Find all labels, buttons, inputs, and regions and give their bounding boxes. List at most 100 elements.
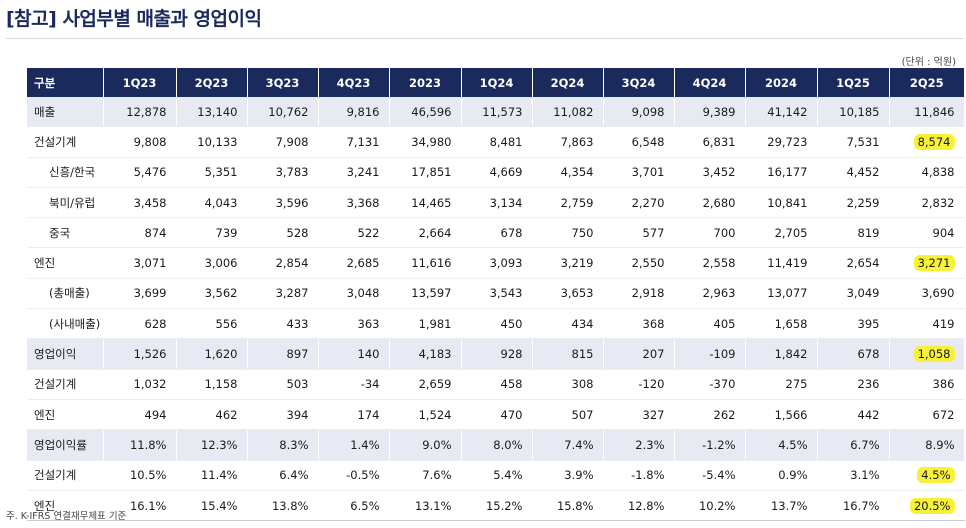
table-cell: 7.6% [389, 460, 462, 491]
table-cell: 3,049 [817, 278, 890, 310]
table-cell: -34 [318, 369, 390, 400]
footnote: 주. K-IFRS 연결재무제표 기준 [6, 511, 127, 522]
table-cell: 16,177 [745, 157, 818, 188]
column-header: 1Q24 [461, 68, 533, 97]
table-cell: 11,573 [461, 97, 533, 128]
table-cell: 12.3% [176, 429, 248, 461]
column-header: 2024 [745, 68, 818, 97]
table-cell: 897 [247, 338, 319, 370]
table-row: 엔진 16.1% 15.4% 13.8% 6.5% 13.1% 15.2% 15.8% 12.8… [27, 490, 965, 522]
column-header: 4Q24 [674, 68, 746, 97]
table-cell: 4.5% [889, 460, 965, 491]
table-row: 엔진 3,071 3,006 2,854 2,685 11,616 3,093 3,219 2,… [27, 247, 965, 279]
table-cell: 1,981 [389, 308, 462, 340]
table-cell: 577 [603, 217, 675, 249]
table-cell: 140 [318, 338, 390, 370]
table-cell: 3,596 [247, 187, 319, 219]
column-header: 1Q25 [817, 68, 890, 97]
table-cell: 1,058 [889, 338, 965, 370]
table-cell: 13.7% [745, 490, 818, 522]
table-cell: 3,241 [318, 157, 390, 188]
table-cell: 6,548 [603, 126, 675, 158]
table-cell: 4,354 [532, 157, 604, 188]
financial-table: 구분 1Q23 2Q23 3Q23 4Q23 2023 1Q24 2Q24 3Q24 4Q24 20… [27, 68, 965, 522]
table-cell: 1,524 [389, 399, 462, 431]
table-cell: 2,259 [817, 187, 890, 219]
table-cell: 628 [103, 308, 177, 340]
table-cell: 5,476 [103, 157, 177, 188]
table-cell: 10.5% [103, 460, 177, 491]
table-cell: 4,183 [389, 338, 462, 370]
table-cell: -120 [603, 369, 675, 400]
table-cell: 363 [318, 308, 390, 340]
table-cell: 20.5% [889, 490, 965, 522]
table-cell: 6.5% [318, 490, 390, 522]
table-cell: 6.7% [817, 429, 890, 461]
highlighted-value: 1,058 [913, 346, 955, 363]
table-cell: 2,654 [817, 247, 890, 279]
table-cell: 4,043 [176, 187, 248, 219]
table-cell: 2.3% [603, 429, 675, 461]
table-cell: 12.8% [603, 490, 675, 522]
table-cell: 528 [247, 217, 319, 249]
table-cell: -109 [674, 338, 746, 370]
table-cell: 678 [461, 217, 533, 249]
table-cell: 2,270 [603, 187, 675, 219]
table-cell: 1,526 [103, 338, 177, 370]
table-cell: 8,574 [889, 126, 965, 158]
table-cell: -1.8% [603, 460, 675, 491]
row-label: 신흥/한국 [27, 157, 104, 188]
table-cell: 11,846 [889, 97, 965, 128]
column-header: 3Q23 [247, 68, 319, 97]
table-row: 북미/유럽 3,458 4,043 3,596 3,368 14,465 3,134 2,75… [27, 187, 965, 219]
row-label: 건설기계 [27, 369, 104, 400]
table-cell: 327 [603, 399, 675, 431]
table-cell: 3,134 [461, 187, 533, 219]
table-cell: 4.5% [745, 429, 818, 461]
table-cell: 13,597 [389, 278, 462, 310]
table-cell: 9,389 [674, 97, 746, 128]
row-label: 매출 [27, 97, 104, 128]
table-cell: 308 [532, 369, 604, 400]
table-row: (총매출) 3,699 3,562 3,287 3,048 13,597 3,543 3,65… [27, 278, 965, 310]
table-cell: 3,701 [603, 157, 675, 188]
row-label: (사내매출) [27, 308, 104, 340]
unit-label: (단위 : 억원) [901, 57, 956, 68]
table-cell: 2,759 [532, 187, 604, 219]
table-cell: 8,481 [461, 126, 533, 158]
row-label: 엔진 [27, 399, 104, 431]
table-cell: 9.0% [389, 429, 462, 461]
table-cell: 522 [318, 217, 390, 249]
table-row: 엔진 494 462 394 174 1,524 470 507 327 262 1,566 442 6… [27, 399, 965, 431]
table-cell: 3,699 [103, 278, 177, 310]
table-cell: 3,287 [247, 278, 319, 310]
table-cell: 236 [817, 369, 890, 400]
column-header: 4Q23 [318, 68, 390, 97]
table-cell: 739 [176, 217, 248, 249]
table-cell: 10,133 [176, 126, 248, 158]
table-cell: 16.7% [817, 490, 890, 522]
table-cell: 405 [674, 308, 746, 340]
table-cell: 34,980 [389, 126, 462, 158]
table-cell: 15.2% [461, 490, 533, 522]
table-cell: 2,664 [389, 217, 462, 249]
table-cell: 11.8% [103, 429, 177, 461]
column-header: 3Q24 [603, 68, 675, 97]
table-cell: 3,271 [889, 247, 965, 279]
table-cell: -5.4% [674, 460, 746, 491]
table-cell: 2,918 [603, 278, 675, 310]
table-cell: 15.4% [176, 490, 248, 522]
table-cell: 7,131 [318, 126, 390, 158]
table-cell: 458 [461, 369, 533, 400]
table-cell: 368 [603, 308, 675, 340]
table-cell: 10,185 [817, 97, 890, 128]
table-cell: 386 [889, 369, 965, 400]
table-cell: 46,596 [389, 97, 462, 128]
row-label: 영업이익 [27, 338, 104, 370]
table-cell: 2,550 [603, 247, 675, 279]
table-cell: 1,158 [176, 369, 248, 400]
table-cell: 41,142 [745, 97, 818, 128]
table-cell: 904 [889, 217, 965, 249]
table-cell: 1,842 [745, 338, 818, 370]
table-cell: 503 [247, 369, 319, 400]
